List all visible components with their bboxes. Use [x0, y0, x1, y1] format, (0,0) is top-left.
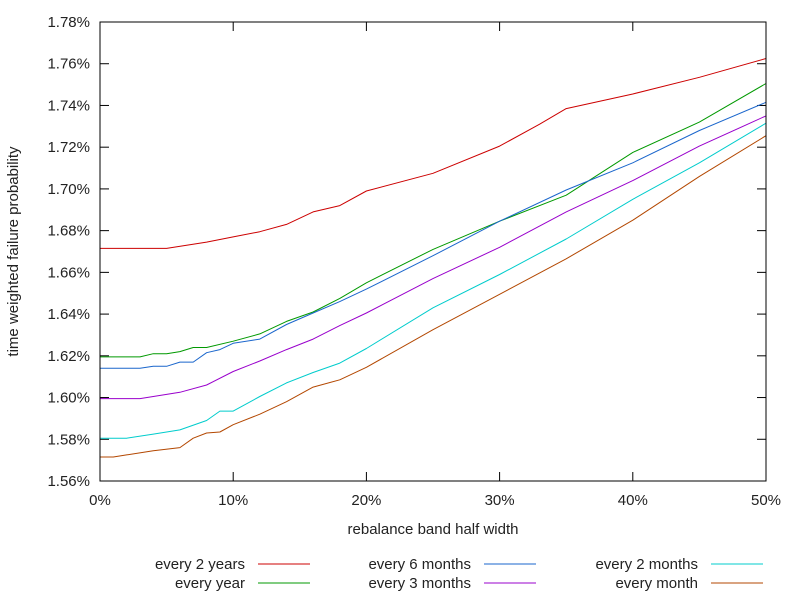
legend-label: every 6 months — [368, 556, 471, 573]
series-line-1 — [100, 58, 767, 249]
legend-label: every 2 months — [595, 556, 698, 573]
series-line-6 — [100, 135, 767, 458]
series-line-4 — [100, 115, 767, 400]
tick-labels: 1.56% 1.58% 1.60% 1.62% 1.64% 1.66% 1.68% 1.70%… — [47, 14, 781, 509]
x-tick-label: 40% — [618, 492, 648, 509]
legend-label: every 2 years — [155, 556, 245, 573]
y-tick-label: 1.72% — [47, 139, 90, 156]
series-line-2 — [100, 83, 767, 358]
plot-frame — [99, 21, 767, 482]
series-line-5 — [100, 122, 767, 439]
y-tick-label: 1.78% — [47, 14, 90, 31]
y-tick-label: 1.64% — [47, 306, 90, 323]
x-tick-label: 20% — [351, 492, 381, 509]
legend-label: every month — [615, 575, 698, 592]
series-layer — [100, 58, 767, 458]
y-tick-label: 1.60% — [47, 390, 90, 407]
y-axis-label: time weighted failure probability — [5, 146, 22, 357]
x-tick-label: 30% — [485, 492, 515, 509]
x-axis-label: rebalance band half width — [348, 521, 519, 538]
y-tick-label: 1.58% — [47, 431, 90, 448]
y-tick-label: 1.74% — [47, 97, 90, 114]
x-tick-label: 50% — [751, 492, 781, 509]
y-tick-label: 1.76% — [47, 56, 90, 73]
y-tick-label: 1.66% — [47, 264, 90, 281]
y-tick-label: 1.70% — [47, 181, 90, 198]
y-tick-label: 1.56% — [47, 473, 90, 490]
x-tick-label: 10% — [218, 492, 248, 509]
x-tick-label: 0% — [89, 492, 111, 509]
legend: every 2 years every year every 6 months eve… — [155, 556, 763, 592]
y-tick-label: 1.62% — [47, 348, 90, 365]
legend-label: every year — [175, 575, 245, 592]
y-tick-label: 1.68% — [47, 223, 90, 240]
legend-label: every 3 months — [368, 575, 471, 592]
series-line-3 — [100, 101, 767, 369]
